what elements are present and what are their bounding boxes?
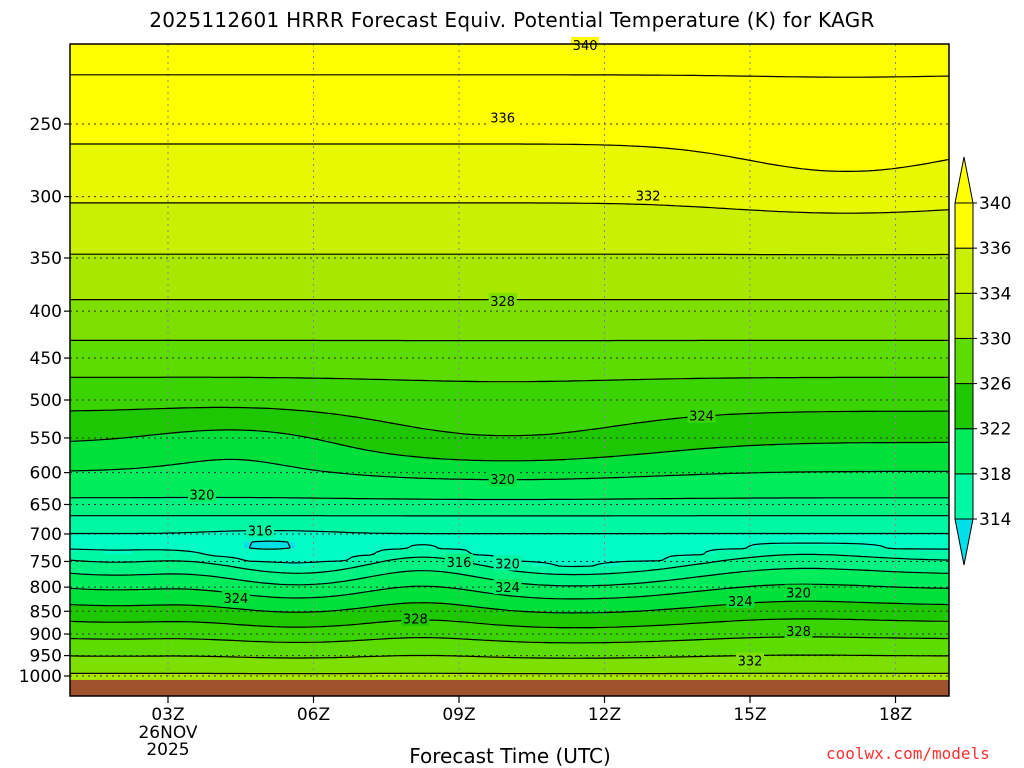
plot-area — [70, 44, 952, 699]
color-bands — [70, 44, 950, 699]
